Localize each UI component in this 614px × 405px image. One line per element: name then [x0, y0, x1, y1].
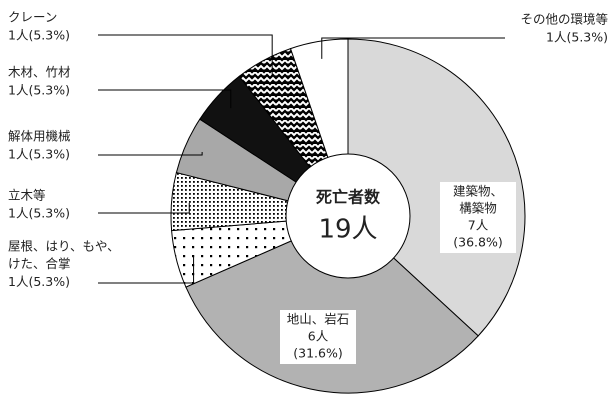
slice — [347, 38, 526, 337]
slice-label: 構築物 — [459, 201, 497, 216]
leader-line — [321, 37, 505, 59]
leader-line — [98, 89, 232, 109]
value-count: 1人 — [8, 205, 29, 220]
value-label: 1人(5.3%) — [546, 29, 608, 44]
value-percent: (5.3%) — [28, 82, 70, 97]
leader-line — [98, 255, 195, 284]
slice-label: クレーン — [8, 10, 57, 25]
slice-label: 木材、竹材 — [8, 65, 71, 80]
slice — [185, 215, 479, 394]
donut-hole — [285, 153, 411, 279]
value-percent: (5.3%) — [566, 29, 608, 44]
label-box — [440, 182, 516, 253]
value-count: 1人 — [8, 146, 29, 161]
value-count: 1人 — [8, 27, 29, 42]
label-box — [280, 310, 356, 364]
value-label: 1人(5.3%) — [8, 146, 70, 161]
center-title: 死亡者数 — [316, 188, 381, 207]
value-percent: (5.3%) — [28, 146, 70, 161]
leader-line — [98, 202, 190, 214]
value-count: 1人 — [8, 82, 29, 97]
value-label: 1人(5.3%) — [8, 82, 70, 97]
value-count: 1人 — [8, 274, 29, 289]
value-count: 1人 — [546, 29, 567, 44]
leader-line — [98, 152, 203, 156]
value-label: 1人(5.3%) — [8, 274, 70, 289]
value-percent: (5.3%) — [28, 274, 70, 289]
value-label: 1人(5.3%) — [8, 27, 70, 42]
slice-label: その他の環境等 — [520, 12, 608, 27]
slice-label: 建築物、 — [453, 184, 503, 199]
value-label: 6人 — [308, 329, 329, 344]
slice-label: 解体用機械 — [8, 129, 71, 144]
center-value: 19人 — [318, 215, 377, 245]
value-percent: (5.3%) — [28, 205, 70, 220]
slice-label: 屋根、はり、もや、 — [8, 239, 120, 254]
percent-label: (31.6%) — [293, 346, 342, 361]
slice-label: 立木等 — [8, 188, 46, 203]
value-label: 1人(5.3%) — [8, 205, 70, 220]
slice-label: けた、合掌 — [8, 256, 71, 271]
slice-label: 地山、岩石 — [287, 312, 350, 327]
percent-label: (36.8%) — [453, 235, 502, 250]
leader-line — [98, 34, 273, 76]
value-percent: (5.3%) — [28, 27, 70, 42]
value-label: 7人 — [468, 218, 489, 233]
